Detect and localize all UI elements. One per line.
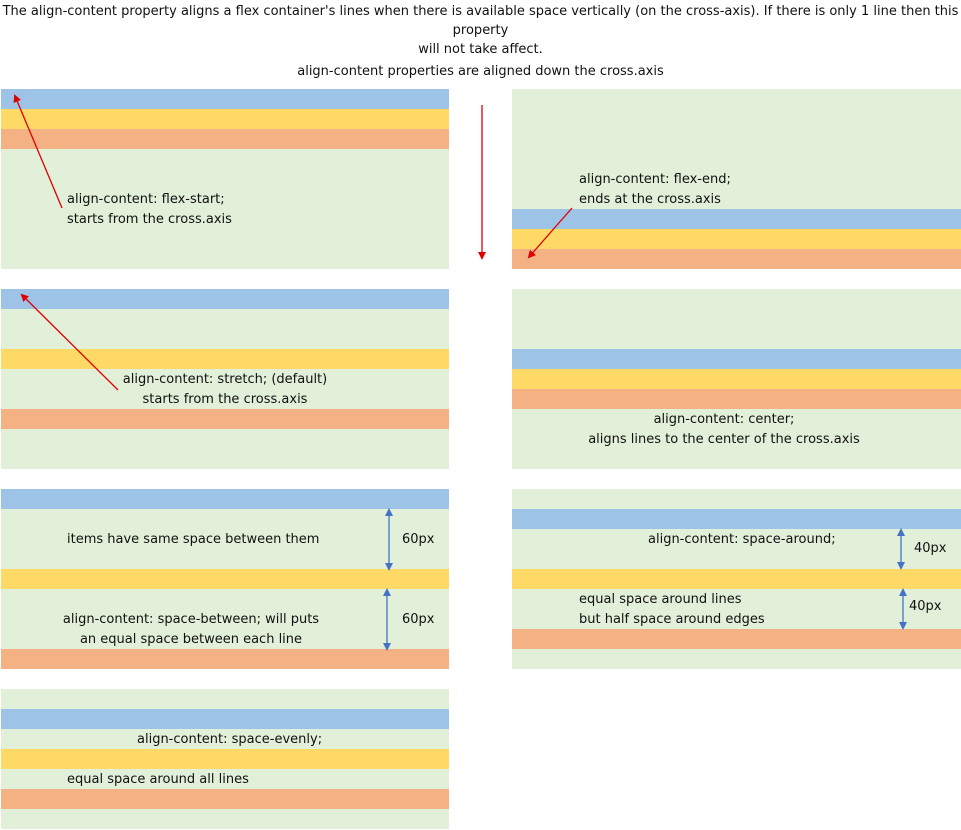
flex-line-3 — [1, 409, 449, 429]
center-label-2: aligns lines to the center of the cross.… — [588, 432, 860, 447]
flex-start-label-1: align-content: flex-start; — [67, 192, 225, 207]
panel-flex-end: align-content: flex-end; ends at the cro… — [512, 89, 961, 269]
flex-line-1 — [512, 209, 961, 229]
flex-line-3 — [1, 789, 449, 809]
space-evenly-title: align-content: space-evenly; — [137, 732, 323, 747]
flex-line-1 — [512, 509, 961, 529]
space-around-gap-2: 40px — [909, 599, 942, 614]
intro-line-1: The align-content property aligns a flex… — [2, 4, 959, 38]
flex-line-3 — [1, 649, 449, 669]
space-between-label-2: an equal space between each line — [79, 632, 303, 647]
flex-line-2 — [1, 749, 449, 769]
flex-end-label-2: ends at the cross.axis — [579, 192, 721, 207]
space-evenly-note: equal space around all lines — [67, 772, 249, 787]
space-around-gap-1: 40px — [914, 541, 947, 556]
panel-flex-start: align-content: flex-start; starts from t… — [1, 89, 449, 269]
space-between-label-1: align-content: space-between; will puts — [62, 612, 320, 627]
space-between-note: items have same space between them — [67, 532, 320, 547]
flex-line-1 — [1, 709, 449, 729]
flex-line-1 — [1, 89, 449, 109]
flex-line-2 — [512, 369, 961, 389]
flex-line-3 — [512, 249, 961, 269]
panel-stretch: align-content: stretch; (default) starts… — [1, 289, 449, 469]
flex-line-2 — [1, 569, 449, 589]
intro-line-2: will not take affect. — [418, 42, 543, 57]
flex-line-2 — [1, 349, 449, 369]
flex-line-2 — [1, 109, 449, 129]
subtitle: align-content properties are aligned dow… — [297, 64, 664, 79]
space-between-gap-1: 60px — [402, 532, 435, 547]
flex-line-2 — [512, 569, 961, 589]
panel-center: align-content: center; aligns lines to t… — [512, 289, 961, 469]
panel-space-evenly: align-content: space-evenly; equal space… — [1, 689, 449, 829]
flex-line-2 — [512, 229, 961, 249]
center-label-1: align-content: center; — [653, 412, 795, 427]
panel-space-around: align-content: space-around; equal space… — [512, 489, 961, 669]
space-around-title: align-content: space-around; — [648, 532, 836, 547]
space-around-label-1: equal space around lines — [579, 592, 742, 607]
flex-line-3 — [1, 129, 449, 149]
space-between-gap-2: 60px — [402, 612, 435, 627]
panel-space-between: items have same space between them align… — [1, 489, 449, 669]
flex-end-label-1: align-content: flex-end; — [579, 172, 731, 187]
flex-line-1 — [512, 349, 961, 369]
stretch-label-2: starts from the cross.axis — [142, 392, 308, 407]
flex-line-3 — [512, 629, 961, 649]
space-around-label-2: but half space around edges — [579, 612, 765, 627]
stretch-label-1: align-content: stretch; (default) — [122, 372, 328, 387]
intro-text: The align-content property aligns a flex… — [0, 2, 961, 59]
flex-line-1 — [1, 489, 449, 509]
flex-line-3 — [512, 389, 961, 409]
flex-line-1 — [1, 289, 449, 309]
flex-start-label-2: starts from the cross.axis — [67, 212, 232, 227]
